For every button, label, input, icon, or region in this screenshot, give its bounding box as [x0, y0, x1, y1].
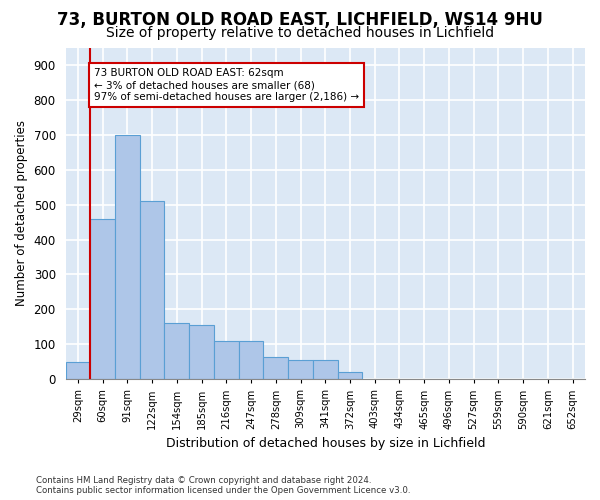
Bar — [140, 201, 164, 380]
Bar — [189, 325, 214, 380]
Bar — [263, 356, 288, 380]
Bar — [65, 362, 90, 380]
Text: Contains HM Land Registry data © Crown copyright and database right 2024.
Contai: Contains HM Land Registry data © Crown c… — [36, 476, 410, 495]
Text: 73 BURTON OLD ROAD EAST: 62sqm
← 3% of detached houses are smaller (68)
97% of s: 73 BURTON OLD ROAD EAST: 62sqm ← 3% of d… — [94, 68, 359, 102]
Bar — [288, 360, 313, 380]
Y-axis label: Number of detached properties: Number of detached properties — [15, 120, 28, 306]
Bar — [214, 341, 239, 380]
Bar — [338, 372, 362, 380]
Text: Size of property relative to detached houses in Lichfield: Size of property relative to detached ho… — [106, 26, 494, 40]
Bar — [115, 135, 140, 380]
Text: 73, BURTON OLD ROAD EAST, LICHFIELD, WS14 9HU: 73, BURTON OLD ROAD EAST, LICHFIELD, WS1… — [57, 12, 543, 30]
Bar — [239, 341, 263, 380]
Bar — [313, 360, 338, 380]
Bar — [164, 324, 189, 380]
X-axis label: Distribution of detached houses by size in Lichfield: Distribution of detached houses by size … — [166, 437, 485, 450]
Bar — [90, 218, 115, 380]
